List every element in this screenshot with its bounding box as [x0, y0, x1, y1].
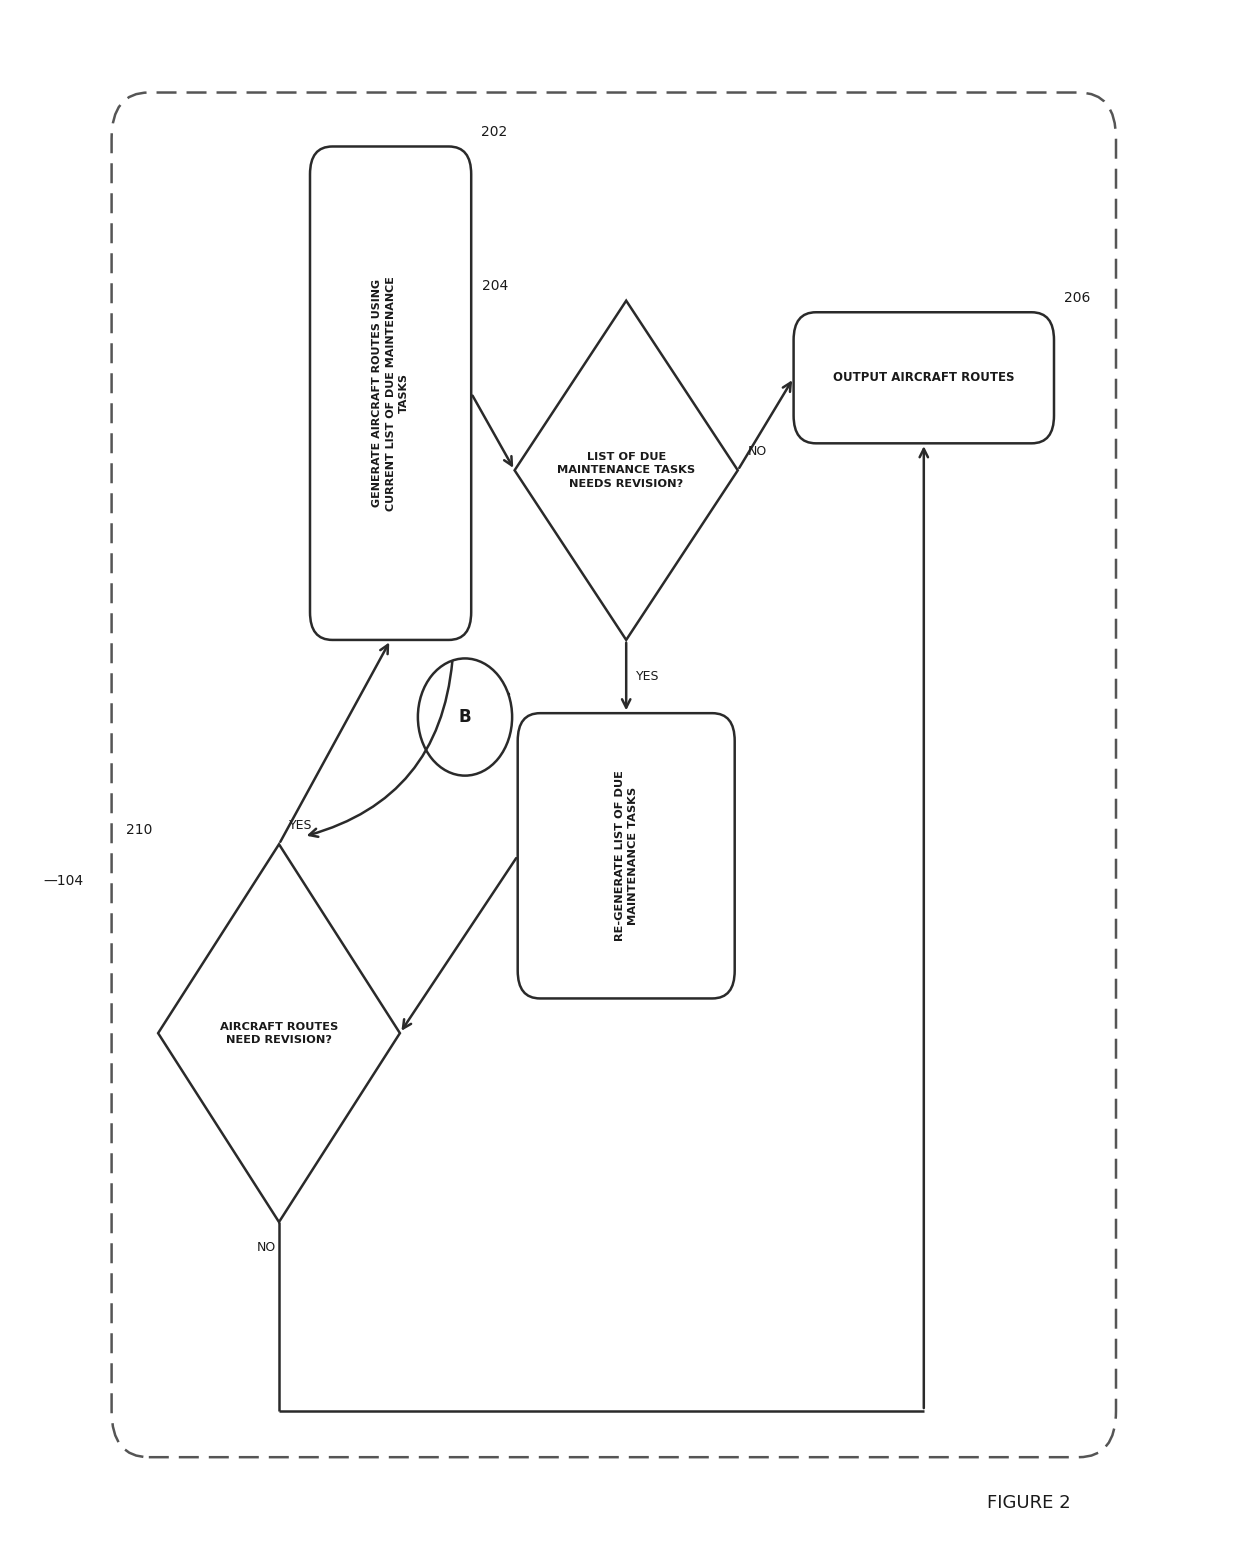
Text: OUTPUT AIRCRAFT ROUTES: OUTPUT AIRCRAFT ROUTES — [833, 372, 1014, 384]
Text: 204: 204 — [482, 279, 508, 293]
Text: —104: —104 — [43, 874, 83, 888]
Text: YES: YES — [636, 671, 660, 683]
Text: GENERATE AIRCRAFT ROUTES USING
CURRENT LIST OF DUE MAINTENANCE
TASKS: GENERATE AIRCRAFT ROUTES USING CURRENT L… — [372, 276, 409, 510]
Circle shape — [418, 658, 512, 776]
Polygon shape — [159, 845, 399, 1221]
FancyBboxPatch shape — [794, 313, 1054, 444]
FancyBboxPatch shape — [310, 146, 471, 640]
FancyBboxPatch shape — [517, 712, 734, 999]
Text: AIRCRAFT ROUTES
NEED REVISION?: AIRCRAFT ROUTES NEED REVISION? — [219, 1021, 339, 1045]
Text: 208: 208 — [485, 691, 511, 706]
Text: YES: YES — [289, 819, 312, 833]
Text: LIST OF DUE
MAINTENANCE TASKS
NEEDS REVISION?: LIST OF DUE MAINTENANCE TASKS NEEDS REVI… — [557, 452, 696, 489]
Text: 210: 210 — [125, 822, 151, 836]
FancyBboxPatch shape — [112, 93, 1116, 1457]
Text: 206: 206 — [1064, 290, 1090, 305]
Text: 202: 202 — [481, 125, 507, 139]
Text: NO: NO — [257, 1240, 277, 1254]
Text: FIGURE 2: FIGURE 2 — [987, 1494, 1071, 1513]
Text: B: B — [459, 708, 471, 726]
Text: NO: NO — [748, 446, 768, 458]
Polygon shape — [515, 301, 738, 640]
Text: RE-GENERATE LIST OF DUE
MAINTENANCE TASKS: RE-GENERATE LIST OF DUE MAINTENANCE TASK… — [615, 771, 637, 941]
